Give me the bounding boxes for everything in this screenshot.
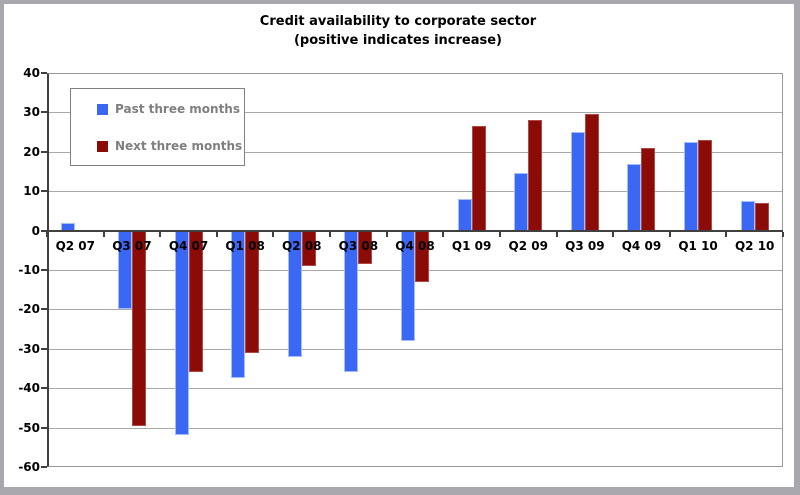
y-axis-label--40: -40 [18, 381, 40, 396]
x-axis-tick-0 [46, 231, 48, 237]
x-axis-label-Q2-07: Q2 07 [55, 238, 96, 253]
y-axis-tick--20 [41, 308, 47, 311]
gridline--20 [49, 309, 782, 310]
gridline--40 [49, 388, 782, 389]
plot-area [47, 73, 783, 467]
bar-next-Q1-09 [471, 126, 486, 231]
y-axis-tick-30 [41, 111, 47, 114]
x-axis-label-Q3-09: Q3 09 [565, 238, 605, 253]
gridline-20 [49, 152, 782, 153]
legend-swatch-past-three-months [97, 103, 108, 115]
legend-label-past-three-months: Past three months [115, 102, 240, 116]
chart-subtitle: (positive indicates increase) [293, 33, 503, 48]
y-axis-tick--30 [41, 347, 47, 350]
y-axis-label-0: 0 [31, 223, 40, 238]
y-axis-label-20: 20 [23, 144, 40, 159]
x-axis-label-Q2-09: Q2 09 [508, 238, 548, 253]
legend-swatch-next-three-months [97, 140, 108, 152]
bar-next-Q2-09 [528, 120, 543, 231]
bar-past-Q4-09 [627, 163, 642, 231]
x-axis-tick-12 [725, 231, 728, 237]
x-axis-label-Q3-07: Q3 07 [112, 238, 152, 253]
bar-next-Q4-09 [641, 147, 656, 231]
gridline-30 [49, 112, 782, 113]
y-axis-label-40: 40 [23, 66, 40, 80]
x-axis-label-Q1-10: Q1 10 [678, 238, 718, 253]
chart-title: Credit availability to corporate sector [259, 14, 537, 29]
y-axis-tick--60 [41, 466, 47, 468]
x-axis-tick-11 [668, 231, 671, 237]
x-axis-label-Q3-08: Q3 08 [338, 238, 379, 253]
legend-label-next-three-months: Next three months [115, 139, 243, 153]
x-axis-label-Q4-08: Q4 08 [395, 238, 435, 253]
bar-past-Q1-08 [231, 230, 246, 379]
x-axis-tick-3 [215, 231, 218, 237]
x-axis-label-Q1-09: Q1 09 [451, 238, 492, 253]
x-axis-label-Q2-10: Q2 10 [734, 238, 775, 253]
y-axis-label--10: -10 [18, 263, 40, 277]
legend-item-next-three-months: Next three months [97, 139, 242, 153]
x-axis-label-Q1-08: Q1 08 [225, 238, 265, 253]
y-axis-label-10: 10 [23, 184, 40, 199]
x-axis-tick-4 [272, 231, 275, 237]
gridline--30 [49, 349, 782, 350]
x-axis-zero-line [47, 229, 783, 232]
bar-next-Q3-07 [131, 230, 146, 426]
y-axis-label--50: -50 [18, 420, 40, 435]
bar-past-Q2-09 [514, 173, 529, 231]
bar-next-Q2-10 [754, 203, 769, 231]
y-axis-label-30: 30 [23, 105, 40, 120]
bar-past-Q1-10 [684, 141, 699, 231]
x-axis-tick-7 [442, 231, 445, 237]
gridline--50 [49, 428, 782, 429]
y-axis-tick-40 [41, 72, 47, 74]
x-axis-label-Q2-08: Q2 08 [282, 238, 322, 253]
x-axis-tick-6 [385, 231, 388, 237]
bar-past-Q3-09 [570, 132, 585, 231]
x-axis-tick-13 [782, 231, 784, 237]
bar-next-Q1-10 [698, 139, 713, 231]
x-axis-label-Q4-09: Q4 09 [621, 238, 662, 253]
legend-box: Past three months Next three months [70, 88, 245, 166]
y-axis-tick--40 [41, 387, 47, 390]
y-axis-label--20: -20 [18, 302, 40, 317]
y-axis-tick-10 [41, 190, 47, 193]
y-axis-label--30: -30 [18, 341, 40, 356]
bar-past-Q2-10 [740, 201, 755, 231]
y-axis-tick--10 [41, 269, 47, 271]
y-axis-tick-0 [41, 229, 47, 232]
x-axis-tick-8 [498, 231, 501, 237]
x-axis-tick-1 [102, 231, 105, 237]
x-axis-tick-10 [612, 231, 615, 237]
y-axis-tick-20 [41, 150, 47, 153]
x-axis-tick-5 [329, 231, 332, 237]
bar-past-Q1-09 [457, 199, 472, 231]
x-axis-tick-2 [159, 231, 162, 237]
x-axis-label-Q4-07: Q4 07 [168, 238, 209, 253]
bar-next-Q3-09 [584, 114, 599, 231]
y-axis-tick--50 [41, 426, 47, 429]
bar-past-Q4-07 [174, 230, 189, 436]
chart-title-block: Credit availability to corporate sector … [30, 12, 766, 50]
x-axis-tick-9 [555, 231, 558, 237]
gridline-10 [49, 191, 782, 192]
y-axis-label--60: -60 [18, 460, 40, 474]
legend-item-past-three-months: Past three months [97, 102, 240, 116]
